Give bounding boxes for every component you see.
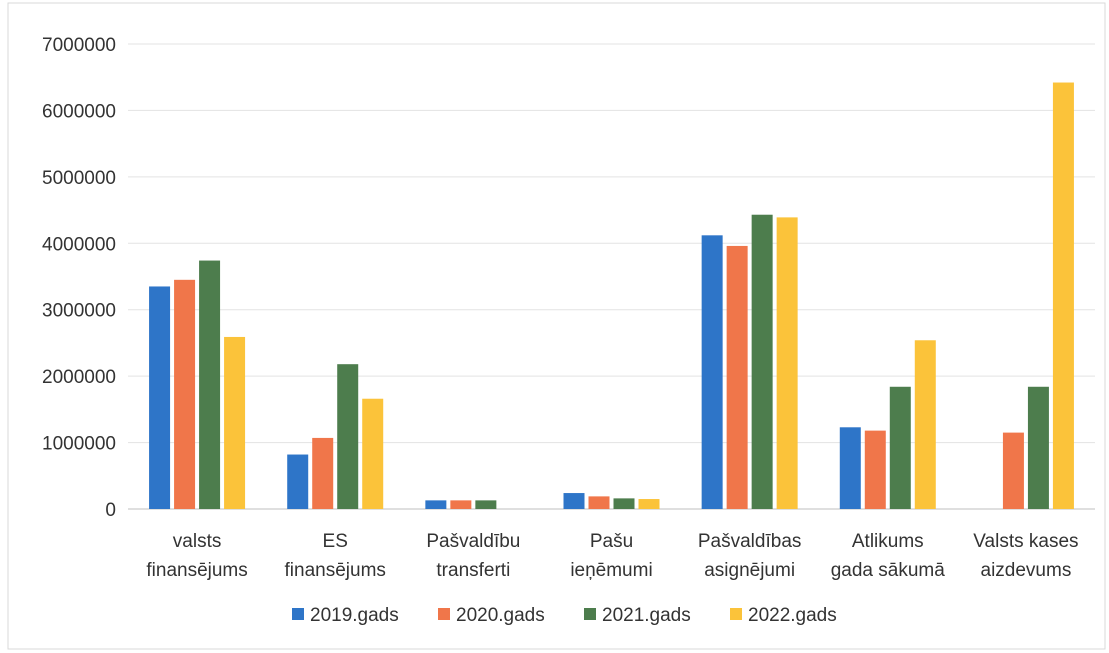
y-tick-label: 6000000: [42, 101, 116, 122]
legend-swatch: [438, 608, 450, 620]
bar-2021-gads: [199, 260, 221, 509]
bar-2020-gads: [450, 500, 472, 509]
x-tick-label: Pašu ieņēmumi: [570, 531, 652, 581]
y-tick-label: 3000000: [42, 301, 116, 322]
bar-2022-gads: [362, 398, 384, 509]
y-tick-label: 5000000: [42, 168, 116, 189]
x-tick-label: valsts finansējums: [146, 531, 247, 581]
y-tick-label: 0: [105, 500, 116, 521]
legend-label: 2021.gads: [602, 605, 691, 626]
bar-2022-gads: [1052, 82, 1074, 510]
bar-2021-gads: [889, 386, 911, 509]
x-tick-label: Valsts kases aizdevums: [973, 531, 1078, 581]
bar-2019-gads: [701, 235, 723, 510]
legend-label: 2019.gads: [310, 605, 399, 626]
legend: 2019.gads 2020.gads 2021.gads 2022.gads: [292, 605, 837, 626]
bar-2022-gads: [638, 499, 660, 509]
x-axis-ticks: valsts finansējums ES finansējums Pašvaldību…: [146, 531, 1078, 581]
bar-2019-gads: [149, 286, 171, 509]
bar-2022-gads: [914, 340, 936, 509]
bar-2019-gads: [839, 427, 861, 509]
x-tick-label: Pašvaldības asignējumi: [698, 531, 802, 581]
bar-2020-gads: [1002, 432, 1024, 509]
legend-swatch: [292, 608, 304, 620]
bar-2019-gads: [563, 493, 585, 509]
bar-2021-gads: [751, 214, 773, 509]
bar-2019-gads: [287, 454, 309, 509]
y-tick-label: 1000000: [42, 434, 116, 455]
bar-2021-gads: [613, 498, 635, 509]
gridlines: [128, 43, 1095, 510]
bar-2020-gads: [726, 245, 748, 509]
y-tick-label: 7000000: [42, 35, 116, 56]
y-tick-label: 2000000: [42, 367, 116, 388]
x-tick-label: ES finansējums: [285, 531, 386, 581]
bar-2022-gads: [776, 217, 798, 509]
bar-2020-gads: [174, 279, 196, 509]
bar-2019-gads: [425, 500, 447, 509]
x-tick-label: Pašvaldību transferti: [426, 531, 520, 581]
chart-frame: [7, 2, 1106, 650]
bar-2020-gads: [588, 496, 610, 509]
x-tick-label: Atlikums gada sākumā: [831, 531, 946, 581]
legend-label: 2020.gads: [456, 605, 545, 626]
bars: [149, 82, 1074, 510]
y-axis-ticks: 0 1000000 2000000 3000000 4000000 5000000 6000…: [42, 35, 116, 521]
legend-swatch: [584, 608, 596, 620]
bar-2021-gads: [475, 500, 497, 509]
y-tick-label: 4000000: [42, 234, 116, 255]
legend-label: 2022.gads: [748, 605, 837, 626]
bar-2021-gads: [1027, 386, 1049, 509]
legend-swatch: [730, 608, 742, 620]
bar-2021-gads: [337, 364, 359, 509]
bar-2022-gads: [224, 336, 246, 509]
bar-2020-gads: [864, 430, 886, 509]
bar-2020-gads: [312, 437, 334, 509]
